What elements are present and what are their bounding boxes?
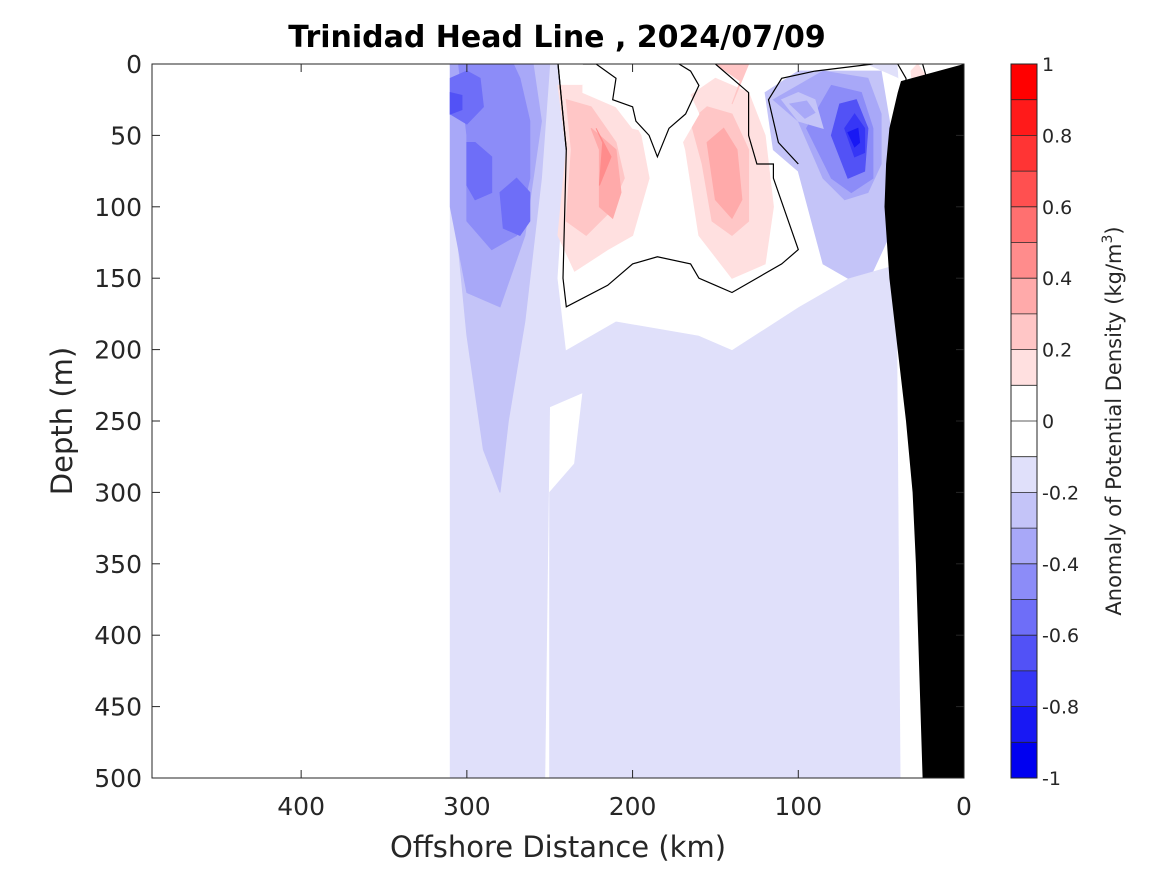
colorbar: 1 0.8 0.6 0.4 0.2 0 -0.2 -0.4 -0.6 -0.8 -1	[1010, 54, 1079, 790]
colorbar-segment	[1011, 670, 1037, 708]
colorbar-segment	[1011, 421, 1037, 458]
x-axis: 400 300 200 100 0	[277, 64, 972, 821]
colorbar-label-sup: 3	[1100, 235, 1116, 244]
zero-contour-line-3	[767, 64, 873, 165]
contour-region-8	[499, 177, 531, 237]
colorbar-tick-label: -0.2	[1042, 482, 1079, 504]
colorbar-segment	[1011, 64, 1037, 101]
y-tick-label: 0	[126, 50, 142, 79]
colorbar-tick-label: -0.6	[1042, 625, 1079, 647]
colorbar-segment	[1011, 349, 1037, 386]
colorbar-segment	[1011, 313, 1037, 351]
colorbar-tick-label: 1	[1042, 54, 1054, 76]
colorbar-tick-label: 0.6	[1042, 197, 1072, 219]
colorbar-tick-label: -0.8	[1042, 697, 1079, 719]
colorbar-tick-label: -1	[1042, 768, 1061, 790]
y-axis: 0 50 100 150 200 250 300 350 400 450 500	[94, 50, 964, 793]
colorbar-segment	[1011, 242, 1037, 279]
zero-contour-line-2	[582, 64, 700, 159]
colorbar-frame	[1010, 63, 1038, 779]
colorbar-segment	[1011, 99, 1037, 136]
ocean-floor-group	[884, 64, 964, 778]
y-tick-label: 50	[110, 121, 142, 150]
y-tick-label: 250	[94, 407, 142, 436]
colorbar-segment	[1011, 385, 1037, 422]
x-tick-label: 0	[956, 792, 972, 821]
zero-contour-line-1	[557, 64, 567, 150]
y-tick-label: 500	[94, 764, 142, 793]
x-tick-label: 400	[277, 792, 325, 821]
y-tick-label: 150	[94, 264, 142, 293]
colorbar-segment	[1011, 528, 1037, 565]
y-tick-label: 350	[94, 550, 142, 579]
colorbar-tick-label: 0.8	[1042, 125, 1072, 147]
y-tick-label: 300	[94, 478, 142, 507]
x-axis-label: Offshore Distance (km)	[390, 830, 726, 864]
ocean-floor	[884, 64, 964, 778]
y-tick-label: 100	[94, 193, 142, 222]
contour-region-18	[788, 100, 816, 119]
x-tick-label: 300	[443, 792, 491, 821]
colorbar-segment	[1011, 492, 1037, 529]
y-tick-label: 200	[94, 336, 142, 365]
x-tick-label: 100	[774, 792, 822, 821]
colorbar-tick-label: 0	[1042, 411, 1054, 433]
contour-region-25	[706, 127, 743, 220]
colorbar-segment	[1011, 742, 1037, 779]
colorbar-label: Anomaly of Potential Density (kg/m3)	[1100, 226, 1126, 615]
zero-contour-line-0	[557, 64, 800, 308]
contour-region-10	[449, 91, 463, 115]
colorbar-tick-label: 0.4	[1042, 268, 1072, 290]
colorbar-segment	[1011, 599, 1037, 636]
y-tick-label: 400	[94, 621, 142, 650]
y-tick-label: 450	[94, 693, 142, 722]
colorbar-segment	[1011, 206, 1037, 243]
colorbar-segment	[1011, 135, 1037, 172]
colorbar-segment	[1011, 563, 1037, 600]
colorbar-segment	[1011, 706, 1037, 743]
colorbar-segment	[1011, 456, 1037, 493]
x-tick-label: 200	[609, 792, 657, 821]
colorbar-label-main: Anomaly of Potential Density (kg/m	[1102, 244, 1126, 616]
chart-title: Trinidad Head Line , 2024/07/09	[288, 20, 825, 55]
contour-region-22	[595, 128, 612, 186]
colorbar-tick-label: -0.4	[1042, 554, 1079, 576]
contour-region-29	[582, 77, 700, 151]
contour-fill-group	[449, 64, 935, 778]
colorbar-tick-label: 0.2	[1042, 340, 1072, 362]
contour-region-7	[466, 142, 493, 201]
colorbar-segment	[1011, 635, 1037, 672]
contour-region-21	[590, 127, 622, 220]
colorbar-segment	[1011, 171, 1037, 208]
y-axis-label: Depth (m)	[45, 347, 79, 495]
contour-region-16	[847, 127, 861, 148]
contour-region-26	[714, 64, 750, 105]
plot-area	[152, 64, 964, 778]
colorbar-segment	[1011, 278, 1037, 315]
colorbar-label-end: )	[1102, 226, 1126, 234]
